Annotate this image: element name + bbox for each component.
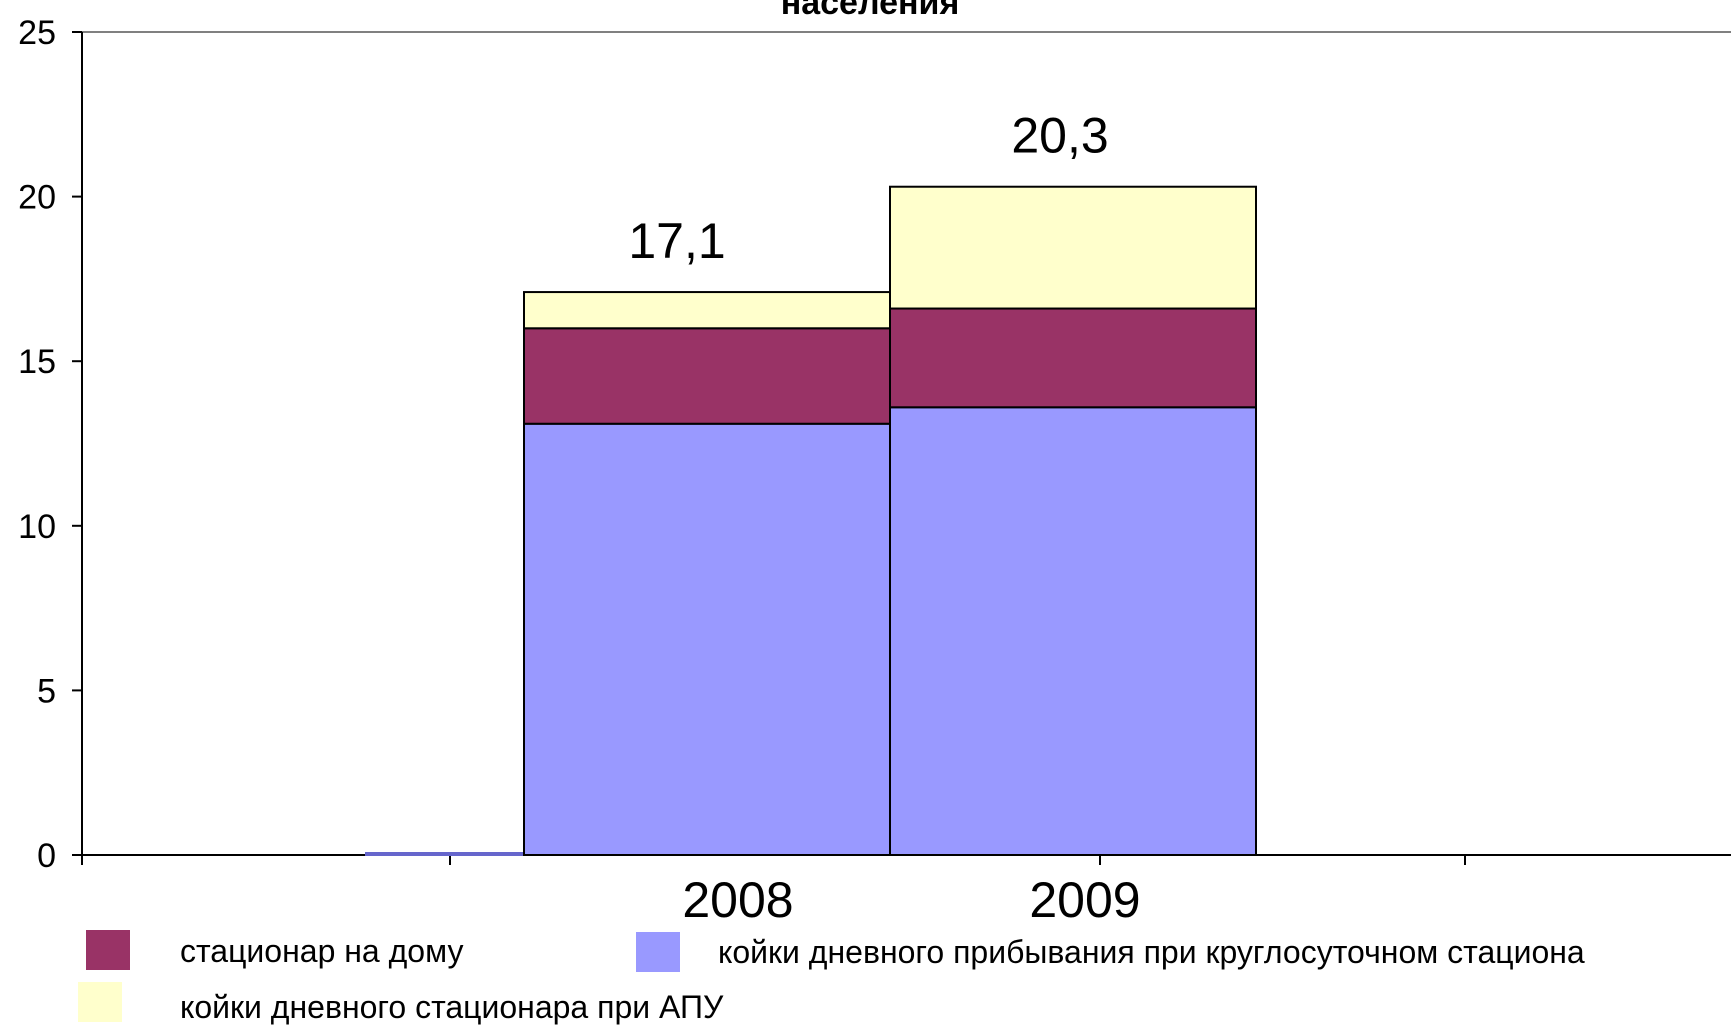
bar-segment	[889, 185, 1257, 310]
legend-swatch	[78, 982, 122, 1022]
y-tick-label: 15	[18, 343, 56, 381]
bar-segment	[523, 291, 891, 330]
bar-segment	[523, 422, 891, 856]
legend-swatch	[86, 930, 130, 970]
chart-title-layer: населения	[781, 0, 960, 22]
chart-title: населения	[781, 0, 960, 22]
bar-segment	[889, 406, 1257, 856]
bar-segment	[889, 307, 1257, 409]
y-tick-label: 10	[18, 508, 56, 546]
y-tick-label: 20	[18, 179, 56, 217]
bar-segment	[523, 327, 891, 425]
y-tick-label: 0	[37, 837, 56, 875]
legend-label: койки дневного стационара при АПУ	[180, 989, 724, 1025]
category-label: 2008	[682, 872, 793, 928]
y-tick-label: 5	[37, 672, 56, 710]
legend-label: койки дневного прибывания при круглосуто…	[718, 934, 1585, 970]
axis-layer: 0 5 10 15 20 25	[18, 14, 1731, 875]
total-label: 17,1	[628, 213, 725, 269]
legend-swatch	[636, 932, 680, 972]
legend: койки дневного прибывания при круглосуто…	[78, 930, 1585, 1025]
total-label: 20,3	[1011, 108, 1108, 164]
label-layer: 17,1 2008 20,3 2009	[628, 108, 1140, 928]
y-tick-label: 25	[18, 14, 56, 52]
legend-label: стационар на дому	[180, 933, 463, 969]
bar-layer	[523, 185, 1257, 856]
category-label: 2009	[1029, 872, 1140, 928]
